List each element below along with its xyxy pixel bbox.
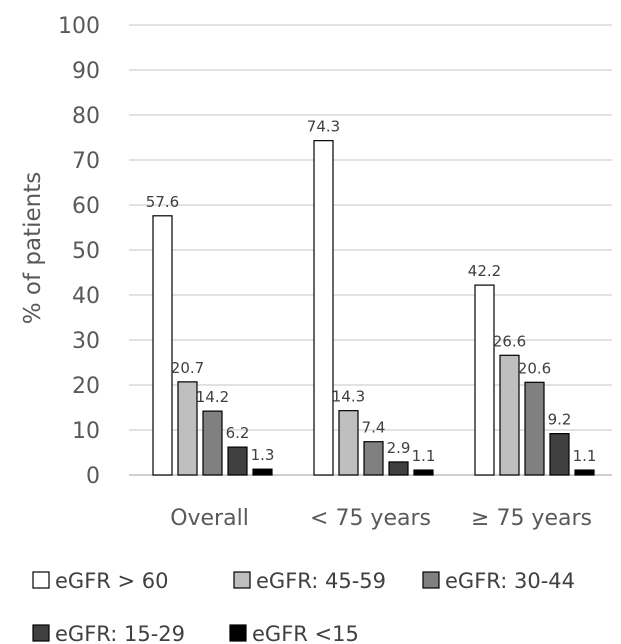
bar: [338, 410, 359, 476]
legend-swatch: [229, 624, 247, 642]
legend-swatch: [32, 571, 50, 589]
legend-item: eGFR: 15-29: [32, 622, 185, 644]
bar-data-label: 42.2: [468, 262, 501, 280]
y-tick-label: 80: [72, 104, 100, 129]
y-tick-label: 30: [72, 329, 100, 354]
y-axis-title: % of patients: [20, 172, 46, 324]
legend-swatch: [422, 571, 440, 589]
bar: [252, 468, 273, 476]
bar: [202, 410, 223, 476]
bar-data-label: 1.1: [573, 447, 597, 465]
bar: [177, 381, 198, 476]
bar-data-label: 26.6: [493, 332, 526, 350]
y-tick-label: 90: [72, 59, 100, 84]
y-tick-label: 10: [72, 419, 100, 444]
bar: [227, 446, 248, 476]
bar-data-label: 14.2: [196, 388, 229, 406]
bar-data-label: 1.3: [251, 446, 275, 464]
x-category-label: < 75 years: [310, 506, 431, 531]
legend-item: eGFR: 30-44: [422, 569, 575, 593]
legend-item: eGFR <15: [229, 622, 359, 644]
legend-swatch: [32, 624, 50, 642]
legend-label: eGFR > 60: [55, 569, 169, 593]
bar: [574, 469, 595, 476]
y-tick-label: 100: [58, 14, 100, 39]
bar: [313, 140, 334, 476]
y-tick-label: 40: [72, 284, 100, 309]
legend-swatch: [233, 571, 251, 589]
y-tick-label: 50: [72, 239, 100, 264]
x-axis-category-labels: Overall < 75 years ≥ 75 years: [170, 506, 592, 531]
bar: [474, 284, 495, 476]
y-tick-label: 60: [72, 194, 100, 219]
y-axis-tick-labels: 0 10 20 30 40 50 60 70 80 90 100: [58, 14, 100, 489]
bar-data-label: 6.2: [226, 424, 250, 442]
bar-data-label: 1.1: [412, 447, 436, 465]
legend: eGFR > 60 eGFR: 45-59 eGFR: 30-44 eGFR: 15-…: [32, 569, 575, 644]
x-category-label: ≥ 75 years: [471, 506, 592, 531]
bar-data-label: 14.3: [332, 388, 365, 406]
legend-label: eGFR: 45-59: [256, 569, 386, 593]
legend-label: eGFR: 30-44: [445, 569, 575, 593]
data-labels: 57.620.714.26.21.374.314.37.42.9 1.142.22…: [146, 118, 597, 465]
bar: [413, 469, 434, 476]
bar-data-label: 7.4: [362, 419, 386, 437]
x-category-label: Overall: [170, 506, 249, 531]
bar: [499, 354, 520, 476]
bar: [152, 215, 173, 476]
bar-data-label: 20.7: [171, 359, 204, 377]
bar: [363, 441, 384, 476]
y-tick-label: 20: [72, 374, 100, 399]
bar-data-label: 9.2: [548, 411, 572, 429]
legend-item: eGFR > 60: [32, 569, 169, 593]
bars: [152, 140, 595, 476]
bar-data-label: 57.6: [146, 193, 179, 211]
legend-label: eGFR: 15-29: [55, 622, 185, 644]
bar: [549, 433, 570, 476]
bar-data-label: 20.6: [518, 359, 551, 377]
legend-label: eGFR <15: [252, 622, 359, 644]
bar-data-label: 2.9: [387, 439, 411, 457]
legend-item: eGFR: 45-59: [233, 569, 386, 593]
bar-data-label: 74.3: [307, 118, 340, 136]
y-tick-label: 70: [72, 149, 100, 174]
bar: [524, 381, 545, 476]
y-tick-label: 0: [86, 464, 100, 489]
bar: [388, 461, 409, 476]
